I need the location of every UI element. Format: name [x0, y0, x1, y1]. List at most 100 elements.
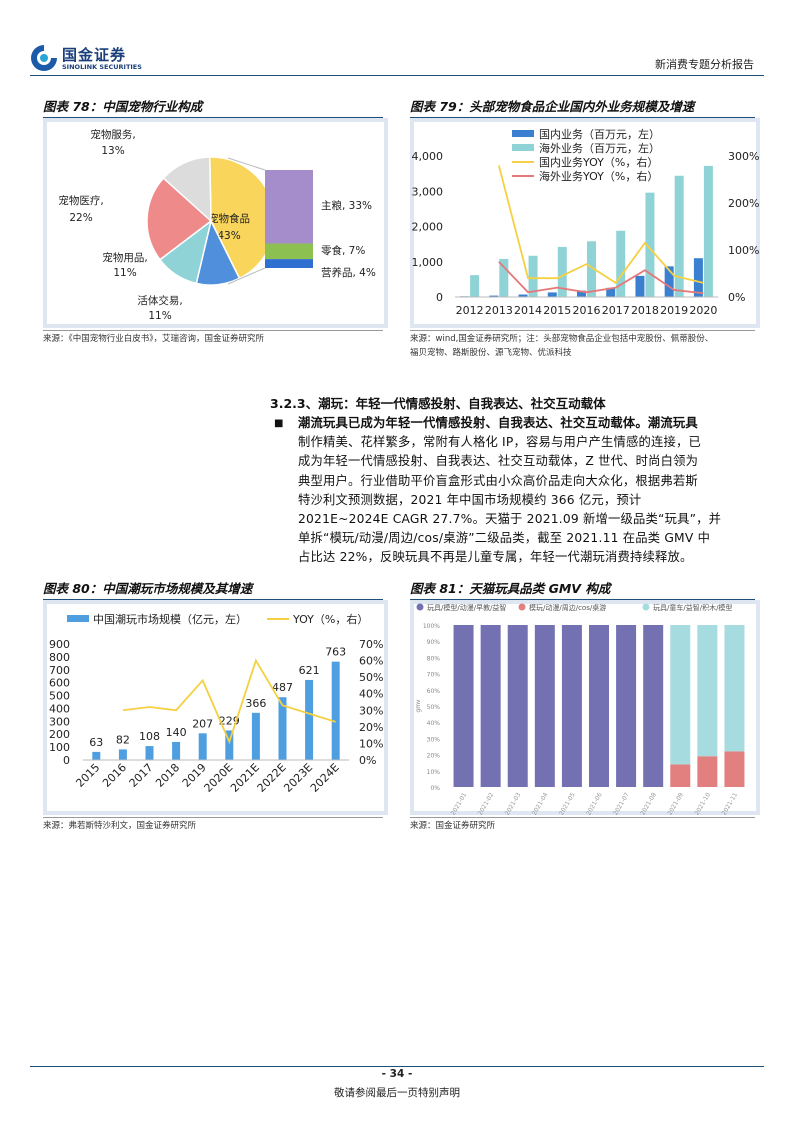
footer-rule [30, 1066, 764, 1067]
fig78-breakdown-label-1: 主粮, 33% [321, 199, 372, 212]
logo-en-text: SINOLINK SECURITIES [62, 63, 142, 71]
fig79-source-line-1: 来源：wind,国金证券研究所；注：头部宠物食品企业包括中宠股份、佩蒂股份、 [410, 334, 714, 344]
fig79-legend-label-2: 海外业务（百万元，左） [539, 141, 660, 155]
fig80-yleft-tick: 400 [49, 702, 70, 715]
fig78-breakdown-bar-3 [265, 259, 313, 268]
fig80-data-label: 487 [272, 681, 293, 694]
fig79-bar-domestic [664, 266, 674, 297]
fig80-yright-tick: 60% [359, 655, 383, 668]
fig81-legend-label-2: 模玩/动漫/周边/cos/桌游 [529, 603, 606, 612]
fig80-bar [278, 697, 287, 760]
fig81-chart: 玩具/模型/动漫/早教/益智 模玩/动漫/周边/cos/桌游 玩具/童车/益智/积木… [410, 600, 760, 815]
report-type-label: 新消费专题分析报告 [655, 58, 754, 71]
section-paragraph: 潮流玩具已成为年轻一代情感投射、自我表达、社交互动载体。潮流玩具 制作精美、花样… [298, 414, 753, 568]
fig79-bar-overseas [703, 165, 713, 297]
fig78-pie-slice-5 [162, 156, 212, 223]
fig78-breakdown-bar-2 [265, 243, 313, 260]
fig81-bar-seg-2 [697, 756, 718, 787]
fig79-bar-overseas [499, 258, 509, 297]
fig81-y-tick: 60% [427, 688, 441, 695]
fig81-bar-seg-1 [480, 625, 501, 787]
para-line-5: 特沙利文预测数据，2021 年中国市场规模约 366 亿元，预计 [298, 492, 642, 507]
fig78-breakdown-bar-1 [265, 170, 313, 244]
fig80-yleft-tick: 100 [49, 741, 70, 754]
fig80-legend-bar-swatch [67, 615, 89, 622]
fig80-yleft-tick: 300 [49, 715, 70, 728]
fig78-connector-top [227, 157, 266, 171]
fig78-source: 来源：《中国宠物行业白皮书》，艾瑞咨询，国金证券研究所 [43, 334, 265, 344]
fig81-y-tick: 70% [427, 672, 441, 679]
fig78-slice-value-3: 11% [113, 267, 136, 279]
logo-cn-text: 国金证券 [62, 46, 127, 64]
fig78-breakdown-label-3: 营养品, 4% [321, 266, 376, 279]
fig81-y-tick: 100% [423, 623, 440, 630]
footer-disclaimer: 敬请参阅最后一页特别声明 [334, 1087, 460, 1099]
fig81-y-tick: 90% [427, 639, 441, 646]
para-line-6: 2021E~2024E CAGR 27.7%。天猫于 2021.09 新增一级品… [298, 512, 722, 527]
fig78-title-rule [43, 117, 383, 118]
fig78-slice-label-1: 宠物食品 [208, 212, 250, 225]
fig79-yleft-tick: 1,000 [412, 256, 444, 269]
fig80-source: 来源：弗若斯特沙利文，国金证券研究所 [43, 821, 197, 831]
fig79-title-rule [410, 117, 755, 118]
bullet-icon: ■ [274, 418, 284, 429]
fig79-bar-overseas [528, 255, 538, 297]
fig79-yright-tick: 0% [728, 291, 745, 304]
fig78-source-rule [43, 330, 383, 331]
fig79-line-overseas-yoy [498, 261, 704, 295]
section-heading: 3.2.3、潮玩：年轻一代情感投射、自我表达、社交互动载体 [270, 396, 606, 411]
fig81-bar-seg-1 [616, 625, 637, 787]
fig78-slice-label-4: 宠物医疗, [58, 194, 103, 207]
fig79-bar-domestic [577, 290, 586, 297]
fig80-title-rule [43, 599, 383, 600]
fig80-title: 图表 80：中国潮玩市场规模及其增速 [43, 581, 253, 596]
fig79-x-tick: 2015 [543, 304, 571, 317]
fig79-bar-overseas [674, 175, 684, 297]
fig79-bar-domestic [606, 287, 616, 297]
fig79-yleft-tick: 3,000 [412, 185, 444, 198]
fig80-bar [251, 712, 260, 760]
para-line-7: 单拆“模玩/动漫/周边/cos/桌游”二级品类，截至 2021.11 在品类 G… [298, 531, 711, 546]
para-line-4: 典型用户。行业借助平价盲盒形式由小众高价品走向大众化，根据弗若斯 [298, 473, 698, 488]
fig80-source-rule [43, 817, 383, 818]
fig81-title-rule [410, 599, 755, 600]
fig79-x-tick: 2019 [660, 304, 688, 317]
fig78-slice-label-3: 宠物用品, [102, 251, 147, 264]
fig81-source: 来源：国金证券研究所 [410, 821, 496, 831]
fig80-legend-line-label: YOY（%，右） [292, 612, 368, 626]
fig80-bar [118, 749, 127, 760]
company-logo: 国金证券 SINOLINK SECURITIES [30, 44, 160, 74]
fig78-slice-value-1: 43% [217, 230, 240, 242]
fig78-slice-value-5: 13% [101, 145, 124, 157]
fig80-yleft-tick: 0 [63, 754, 70, 767]
fig81-y-tick: 30% [427, 736, 441, 743]
fig79-chart: 国内业务（百万元，左）海外业务（百万元，左）国内业务YOY（%，右）海外业务YO… [410, 118, 760, 328]
fig79-yleft-tick: 0 [436, 291, 443, 304]
fig81-bar-seg-3 [697, 625, 718, 757]
fig80-data-label: 82 [116, 733, 130, 746]
fig79-yleft-tick: 4,000 [412, 150, 444, 163]
fig79-bar-domestic [547, 292, 557, 297]
fig78-pie-slice-4 [146, 177, 213, 261]
fig80-data-label: 108 [139, 730, 160, 743]
para-line-2: 制作精美、花样繁多，常附有人格化 IP，容易与用户产生情感的连接，已 [298, 435, 701, 450]
fig78-slice-label-5: 宠物服务, [90, 128, 135, 141]
fig80-yright-tick: 30% [359, 704, 383, 717]
fig80-yright-tick: 70% [359, 638, 383, 651]
fig80-data-label: 63 [89, 736, 103, 749]
fig81-y-tick: 0% [430, 785, 440, 792]
fig81-legend-dot-3 [642, 603, 650, 611]
fig81-legend-dot-1 [416, 603, 424, 611]
fig79-yright-tick: 100% [728, 244, 759, 257]
fig81-bar-seg-3 [724, 625, 745, 752]
fig80-yleft-tick: 200 [49, 728, 70, 741]
fig81-legend-label-3: 玩具/童车/益智/积木/模型 [653, 603, 732, 612]
fig79-yright-tick: 300% [728, 150, 759, 163]
fig80-bar [198, 733, 207, 760]
fig81-bar-seg-2 [670, 764, 691, 787]
fig79-source-line-2: 福贝宠物、路斯股份、源飞宠物、优派科技 [410, 348, 572, 358]
fig79-x-tick: 2020 [689, 304, 717, 317]
fig80-legend-bar-label: 中国潮玩市场规模（亿元，左） [93, 612, 247, 626]
fig78-slice-value-4: 22% [69, 212, 92, 224]
fig80-yright-tick: 40% [359, 688, 383, 701]
